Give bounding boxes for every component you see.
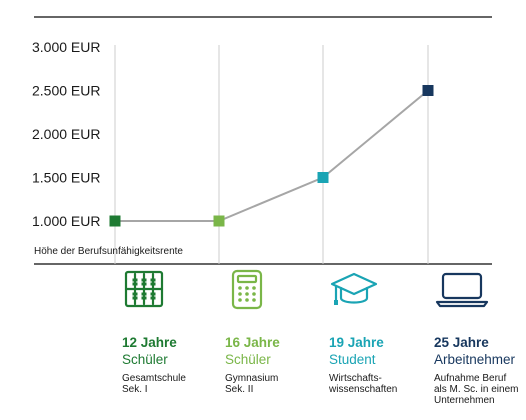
stage-years: 16 Jahre — [225, 335, 280, 350]
data-markers — [109, 85, 434, 227]
stage-description: Gymnasium Sek. II — [225, 373, 279, 395]
pension-line-chart: 1.000 EUR 1.500 EUR 2.000 EUR 2.500 EUR 3.00… — [32, 16, 492, 265]
stage-years: 25 Jahre — [434, 335, 489, 350]
stage-4: 25 Jahre Arbeitnehmer Aufnahme Beruf als M… — [434, 268, 526, 406]
data-point-1 — [109, 215, 121, 227]
y-tick-label: 2.000 EUR — [32, 126, 100, 142]
y-tick-label: 3.000 EUR — [32, 39, 100, 55]
stage-description: Gesamtschule Sek. I — [122, 373, 186, 395]
y-tick-label: 1.000 EUR — [32, 213, 100, 229]
stage-role: Student — [329, 352, 376, 367]
series-line — [115, 89, 429, 222]
stage-1: 12 Jahre Schüler Gesamtschule Sek. I — [122, 268, 218, 395]
calculator-icon — [225, 268, 269, 312]
y-tick-labels: 1.000 EUR 1.500 EUR 2.000 EUR 2.500 EUR 3.00… — [32, 39, 100, 229]
grid-lines — [114, 45, 429, 264]
stage-role: Schüler — [122, 352, 168, 367]
stage-role: Schüler — [225, 352, 271, 367]
y-tick-label: 2.500 EUR — [32, 83, 100, 99]
stage-2: 16 Jahre Schüler Gymnasium Sek. II — [225, 268, 321, 395]
stage-3: 19 Jahre Student Wirtschafts- wissenschaft… — [329, 268, 425, 395]
data-point-3 — [317, 172, 329, 183]
abacus-icon — [122, 268, 166, 312]
stage-years: 12 Jahre — [122, 335, 177, 350]
data-point-2 — [213, 215, 225, 227]
stage-description: Aufnahme Beruf als M. Sc. in einem Unter… — [434, 373, 519, 406]
stage-years: 19 Jahre — [329, 335, 384, 350]
stage-description: Wirtschafts- wissenschaften — [329, 373, 398, 395]
graduation-cap-icon — [329, 268, 378, 312]
stage-role: Arbeitnehmer — [434, 352, 516, 367]
data-point-4 — [422, 85, 434, 96]
y-axis-caption: Höhe der Berufsunfähigkeitsrente — [34, 246, 183, 257]
y-tick-label: 1.500 EUR — [32, 170, 100, 186]
laptop-icon — [434, 268, 489, 312]
